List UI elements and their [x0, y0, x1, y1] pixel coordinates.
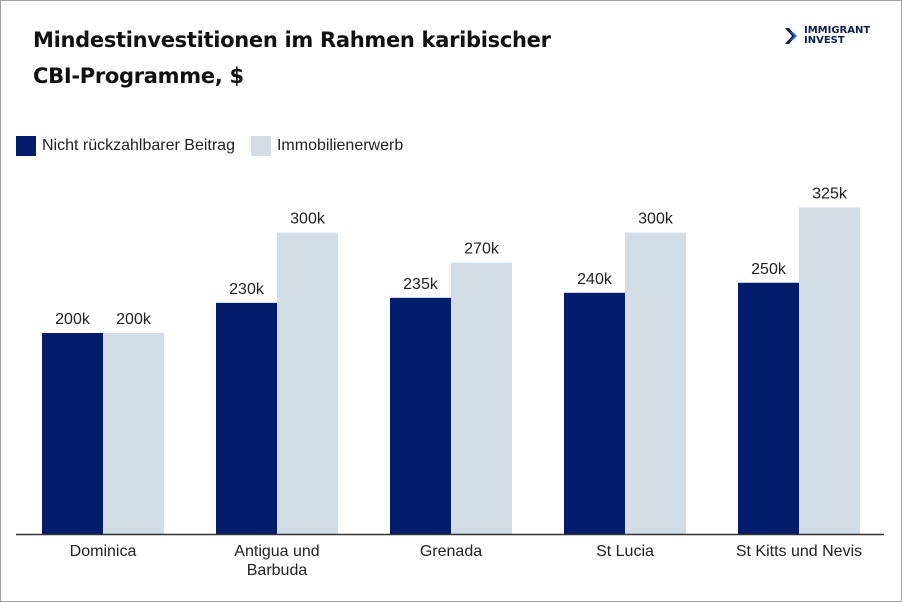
- bar-contribution-3: [564, 292, 625, 534]
- legend-swatch-series-2: [250, 136, 271, 156]
- bar-contribution-4: [738, 282, 799, 534]
- bar-real-estate-3: [625, 232, 686, 534]
- bar-real-estate-4: [799, 207, 860, 534]
- data-label: 230k: [229, 281, 265, 298]
- bar-real-estate-2: [451, 262, 512, 534]
- data-label: 240k: [577, 271, 613, 288]
- data-label: 300k: [290, 211, 326, 228]
- x-tick-label: St Lucia: [596, 543, 654, 560]
- legend: Nicht rückzahlbarer Beitrag Immobiliener…: [16, 136, 419, 156]
- logo: IMMIGRANT INVEST: [784, 26, 870, 46]
- x-tick-label: St Kitts und Nevis: [736, 543, 862, 560]
- data-label: 325k: [812, 185, 848, 202]
- data-label: 235k: [403, 276, 439, 293]
- chart-title-line-2: CBI-Programme, $: [33, 64, 244, 88]
- data-label: 270k: [464, 241, 500, 258]
- data-label: 250k: [751, 261, 787, 278]
- chevron-double-right-icon: [785, 28, 797, 44]
- x-tick-label: Dominica: [70, 543, 137, 560]
- legend-item-series-1: Nicht rückzahlbarer Beitrag: [16, 136, 235, 156]
- legend-label-series-2: Immobilienerwerb: [276, 137, 404, 154]
- logo-text-line-1: IMMIGRANT: [804, 25, 871, 36]
- legend-item-series-2: Immobilienerwerb: [250, 136, 404, 156]
- legend-label-series-1: Nicht rückzahlbarer Beitrag: [42, 137, 235, 154]
- chart-title: Mindestinvestitionen im Rahmen karibisch…: [33, 22, 551, 94]
- bar-real-estate-1: [277, 232, 338, 534]
- logo-text-line-2: INVEST: [804, 35, 845, 46]
- bar-contribution-1: [216, 302, 277, 534]
- x-tick-label: Antigua und Barbuda: [234, 543, 319, 579]
- chart-title-line-1: Mindestinvestitionen im Rahmen karibisch…: [33, 28, 551, 52]
- data-label: 200k: [55, 311, 91, 328]
- data-label: 200k: [116, 311, 152, 328]
- bar-contribution-0: [42, 333, 103, 534]
- legend-swatch-series-1: [16, 136, 36, 156]
- bar-contribution-2: [390, 297, 451, 534]
- data-label: 300k: [638, 211, 674, 228]
- bar-real-estate-0: [103, 333, 164, 534]
- x-tick-label: Grenada: [420, 543, 482, 560]
